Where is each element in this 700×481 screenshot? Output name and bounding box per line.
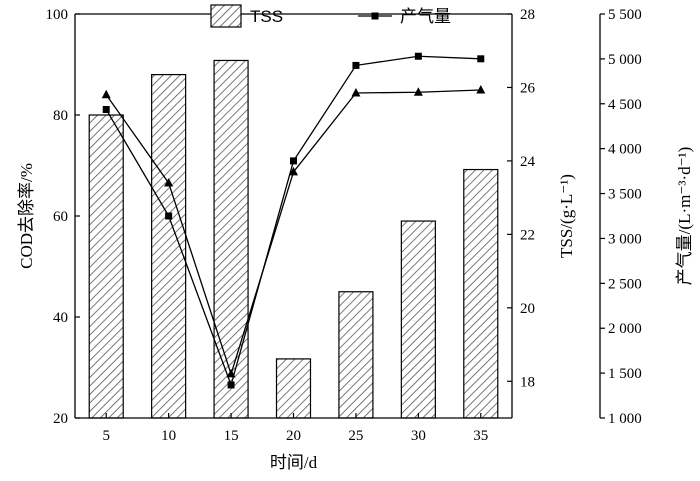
- left-tick-label: 80: [53, 108, 68, 124]
- series-square-point: [165, 212, 173, 220]
- axes-layer: [74, 13, 605, 419]
- x-tick-label: 25: [348, 428, 363, 444]
- series-triangle-point: [164, 177, 174, 187]
- legend-gas-label: 产气量: [400, 7, 451, 26]
- series-square-point: [477, 55, 485, 63]
- gas-tick-label: 4 500: [608, 97, 642, 113]
- labels-layer: 5 10 15 20 25 30 35 20 40 60 80 100 18 20 22 24 26 28 1 00…: [17, 7, 694, 472]
- x-tick-label: 10: [161, 428, 176, 444]
- bar-tss: [88, 114, 124, 419]
- gas-tick-label: 4 000: [608, 142, 642, 158]
- gas-tick-label: 1 500: [608, 366, 642, 382]
- series-square-point: [352, 61, 360, 69]
- gas-tick-label: 5 500: [608, 7, 642, 23]
- left-tick-label: 20: [53, 411, 68, 427]
- left-tick-label: 40: [53, 310, 68, 326]
- gas-tick-label: 2 500: [608, 276, 642, 292]
- series-square-point: [102, 105, 110, 113]
- series-triangle-point: [289, 166, 298, 176]
- tss-tick-label: 22: [520, 227, 535, 243]
- bar-tss: [400, 220, 436, 419]
- bars-layer: [88, 59, 499, 419]
- bar-tss: [338, 291, 374, 419]
- gas-tick-label: 1 000: [608, 411, 642, 427]
- left-tick-label: 60: [53, 209, 68, 225]
- series-triangle-point: [351, 87, 361, 97]
- legend-tss-label: TSS: [250, 7, 283, 26]
- series-triangle-point: [413, 87, 423, 96]
- series-square-point: [414, 52, 422, 60]
- tss-tick-label: 26: [520, 80, 536, 96]
- tss-tick-label: 20: [520, 301, 535, 317]
- x-axis-label: 时间/d: [270, 453, 318, 472]
- lines-layer: [101, 52, 486, 389]
- x-tick-label: 30: [411, 428, 426, 444]
- series-square-point: [227, 381, 235, 389]
- left-axis-label: COD去除率/%: [17, 163, 36, 269]
- gas-tick-label: 5 000: [608, 52, 642, 68]
- series-triangle-point: [476, 85, 486, 94]
- legend-tss-swatch: [210, 4, 242, 28]
- x-tick-label: 15: [224, 428, 239, 444]
- series-square-point: [290, 157, 297, 165]
- bar-tss: [151, 73, 187, 419]
- tss-tick-label: 18: [520, 374, 535, 390]
- gas-tick-label: 2 000: [608, 321, 642, 337]
- left-tick-label: 100: [46, 7, 69, 23]
- x-tick-label: 35: [473, 428, 488, 444]
- legend-gas-marker: [371, 12, 379, 20]
- tss-tick-label: 28: [520, 7, 535, 23]
- gas-axis-label: 产气量/(L·m⁻³·d⁻¹): [675, 147, 694, 286]
- x-tick-label: 20: [286, 428, 301, 444]
- tss-tick-label: 24: [520, 154, 536, 170]
- legend: TSS 产气量: [210, 4, 451, 28]
- bar-tss: [463, 168, 499, 419]
- bar-tss: [213, 59, 249, 419]
- gas-tick-label: 3 500: [608, 187, 642, 203]
- bar-tss: [275, 358, 312, 419]
- x-tick-label: 5: [102, 428, 110, 444]
- series-triangle-point: [101, 89, 111, 99]
- gas-tick-label: 3 000: [608, 231, 642, 247]
- tss-axis-label: TSS/(g·L⁻¹): [557, 174, 576, 258]
